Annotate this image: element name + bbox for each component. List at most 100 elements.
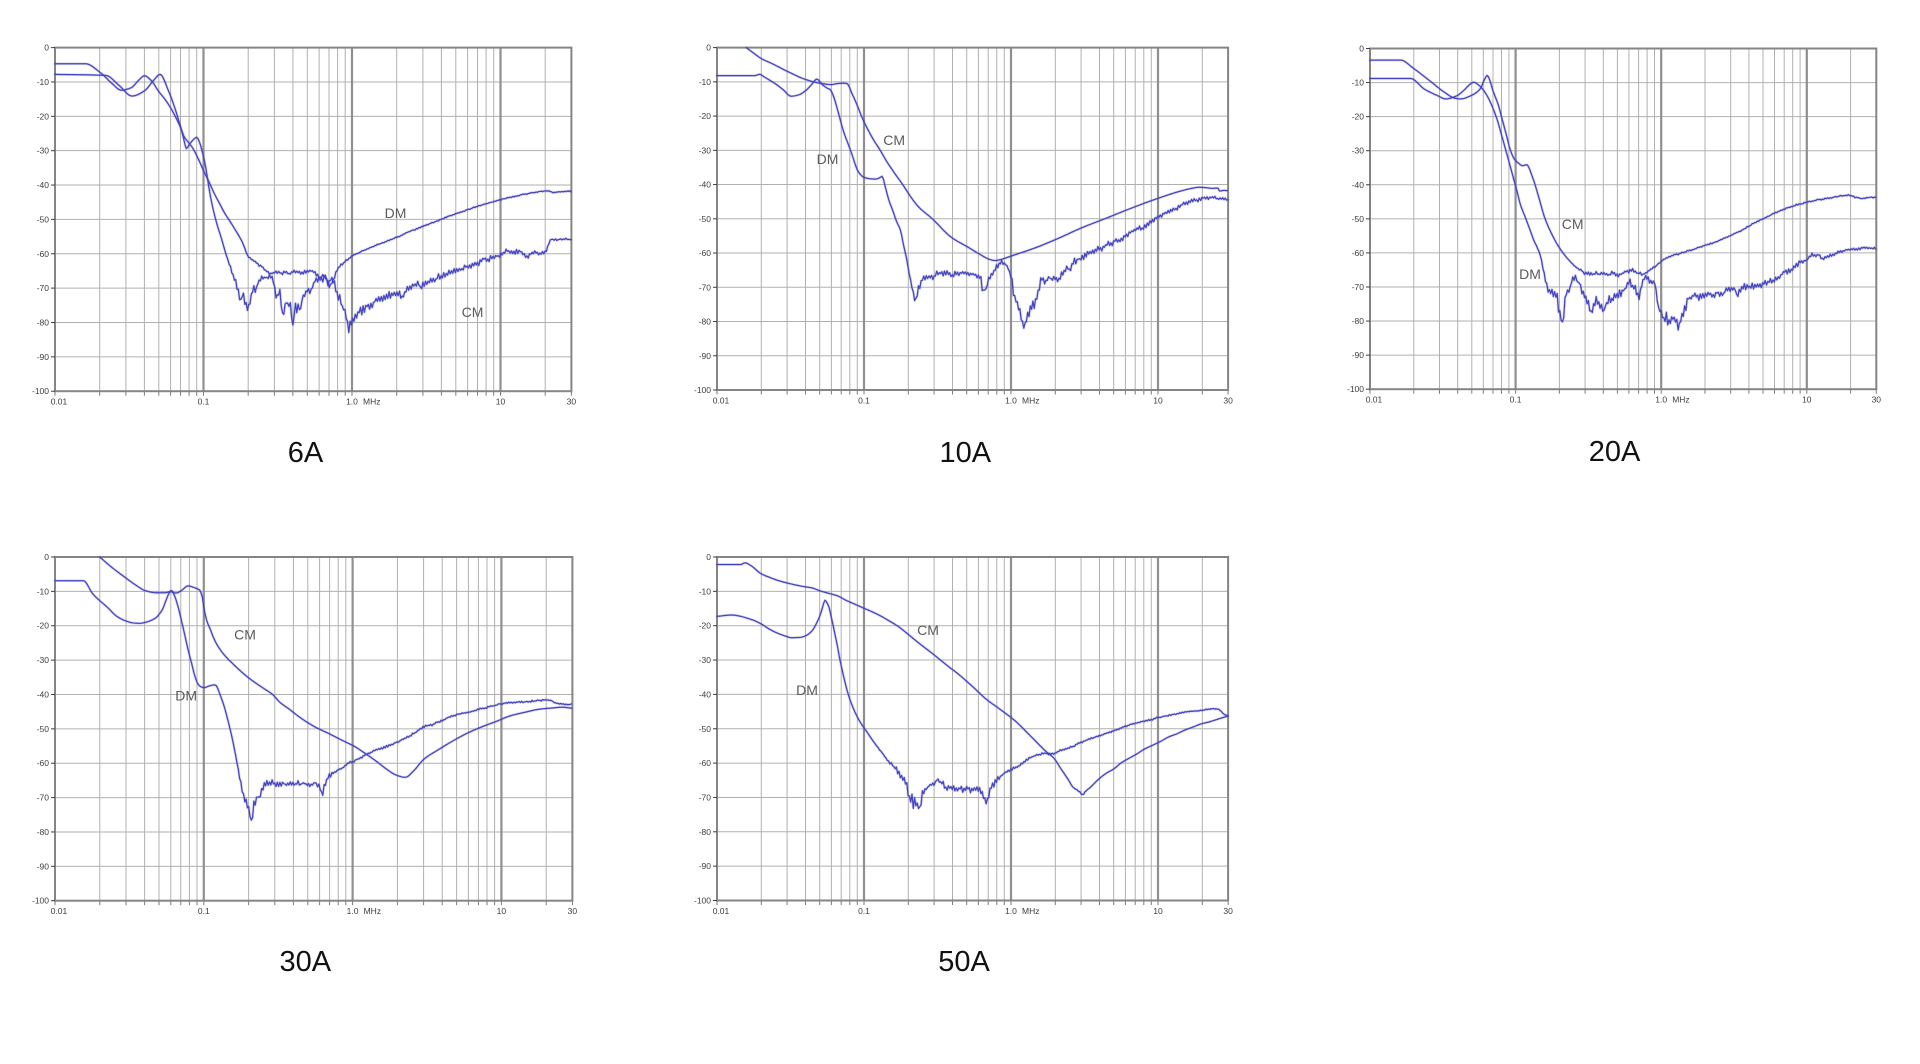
svg-text:-30: -30: [1352, 146, 1365, 156]
svg-text:-40: -40: [1352, 180, 1365, 190]
svg-text:-90: -90: [37, 861, 50, 871]
svg-text:10A: 10A: [939, 437, 991, 469]
svg-text:-90: -90: [699, 351, 712, 361]
svg-text:30: 30: [1223, 396, 1233, 406]
svg-text:30: 30: [567, 397, 577, 407]
svg-text:CM: CM: [234, 626, 256, 642]
svg-text:0.01: 0.01: [713, 396, 730, 406]
svg-text:-100: -100: [1347, 384, 1364, 394]
svg-text:-10: -10: [1352, 78, 1365, 88]
svg-text:0.01: 0.01: [51, 397, 68, 407]
svg-text:-20: -20: [699, 111, 712, 121]
svg-text:-60: -60: [37, 249, 50, 259]
svg-text:-80: -80: [699, 827, 712, 837]
svg-text:10: 10: [1802, 395, 1812, 405]
svg-text:-10: -10: [699, 77, 712, 87]
svg-text:-20: -20: [37, 621, 50, 631]
svg-text:-70: -70: [1352, 282, 1365, 292]
svg-text:0: 0: [44, 43, 49, 53]
svg-text:DM: DM: [796, 682, 818, 698]
svg-text:-60: -60: [699, 248, 712, 258]
svg-text:-70: -70: [699, 282, 712, 292]
svg-text:30: 30: [568, 906, 578, 916]
svg-text:0.1: 0.1: [858, 906, 870, 916]
svg-text:0: 0: [1359, 44, 1364, 54]
svg-text:-40: -40: [37, 180, 50, 190]
svg-text:1.0: 1.0: [346, 397, 358, 407]
svg-text:-20: -20: [699, 621, 712, 631]
svg-text:DM: DM: [817, 151, 839, 167]
svg-text:10: 10: [1153, 906, 1163, 916]
svg-text:10: 10: [1153, 396, 1163, 406]
svg-text:0.01: 0.01: [1366, 395, 1383, 405]
svg-text:-30: -30: [699, 145, 712, 155]
svg-text:-30: -30: [699, 655, 712, 665]
svg-text:CM: CM: [883, 132, 905, 148]
svg-text:0.01: 0.01: [713, 906, 730, 916]
svg-text:-90: -90: [1352, 350, 1365, 360]
svg-text:1.0: 1.0: [347, 906, 359, 916]
svg-text:-90: -90: [699, 861, 712, 871]
svg-text:-70: -70: [37, 793, 50, 803]
svg-text:6A: 6A: [288, 437, 324, 469]
svg-text:-40: -40: [37, 689, 50, 699]
svg-text:30: 30: [1223, 906, 1233, 916]
svg-text:-100: -100: [694, 896, 711, 906]
svg-text:0.1: 0.1: [858, 396, 870, 406]
svg-text:30: 30: [1872, 395, 1882, 405]
svg-text:20A: 20A: [1589, 436, 1641, 468]
svg-text:-10: -10: [699, 586, 712, 596]
svg-text:-90: -90: [37, 352, 50, 362]
svg-text:CM: CM: [462, 304, 484, 320]
svg-text:-40: -40: [699, 689, 712, 699]
svg-text:-10: -10: [37, 586, 50, 596]
svg-text:1.0: 1.0: [1005, 396, 1017, 406]
svg-text:-100: -100: [32, 896, 49, 906]
svg-text:-70: -70: [699, 792, 712, 802]
svg-text:10: 10: [497, 906, 507, 916]
svg-text:-80: -80: [37, 317, 50, 327]
svg-text:-100: -100: [694, 385, 711, 395]
svg-text:-70: -70: [37, 283, 50, 293]
svg-text:0.1: 0.1: [198, 397, 210, 407]
svg-text:CM: CM: [1562, 216, 1584, 232]
svg-text:-50: -50: [1352, 214, 1365, 224]
svg-text:-20: -20: [1352, 112, 1365, 122]
svg-text:MHz: MHz: [363, 397, 380, 407]
svg-text:0.1: 0.1: [198, 906, 210, 916]
svg-text:-60: -60: [1352, 248, 1365, 258]
svg-text:-60: -60: [699, 758, 712, 768]
svg-text:-100: -100: [32, 386, 49, 396]
svg-text:-50: -50: [699, 214, 712, 224]
svg-text:-10: -10: [37, 77, 50, 87]
svg-text:30A: 30A: [279, 946, 331, 978]
svg-text:-80: -80: [699, 317, 712, 327]
svg-text:0.1: 0.1: [1510, 395, 1522, 405]
svg-text:10: 10: [496, 397, 506, 407]
svg-text:-50: -50: [37, 724, 50, 734]
svg-text:-80: -80: [37, 827, 50, 837]
svg-text:1.0: 1.0: [1655, 395, 1667, 405]
svg-text:50A: 50A: [938, 946, 990, 978]
svg-text:-60: -60: [37, 758, 50, 768]
svg-text:-30: -30: [37, 146, 50, 156]
svg-text:-50: -50: [37, 214, 50, 224]
svg-text:DM: DM: [1519, 266, 1541, 282]
svg-text:-80: -80: [1352, 316, 1365, 326]
svg-text:MHz: MHz: [364, 906, 381, 916]
svg-text:1.0: 1.0: [1005, 906, 1017, 916]
svg-text:MHz: MHz: [1022, 906, 1039, 916]
svg-text:CM: CM: [917, 622, 939, 638]
svg-text:0.01: 0.01: [51, 906, 68, 916]
svg-text:0: 0: [706, 43, 711, 53]
svg-text:-40: -40: [699, 180, 712, 190]
svg-text:-50: -50: [699, 724, 712, 734]
svg-text:0: 0: [706, 552, 711, 562]
svg-text:MHz: MHz: [1672, 395, 1689, 405]
svg-text:MHz: MHz: [1022, 396, 1039, 406]
svg-text:DM: DM: [175, 688, 197, 704]
svg-text:DM: DM: [385, 205, 407, 221]
svg-text:-30: -30: [37, 655, 50, 665]
svg-text:-20: -20: [37, 111, 50, 121]
svg-text:0: 0: [44, 552, 49, 562]
